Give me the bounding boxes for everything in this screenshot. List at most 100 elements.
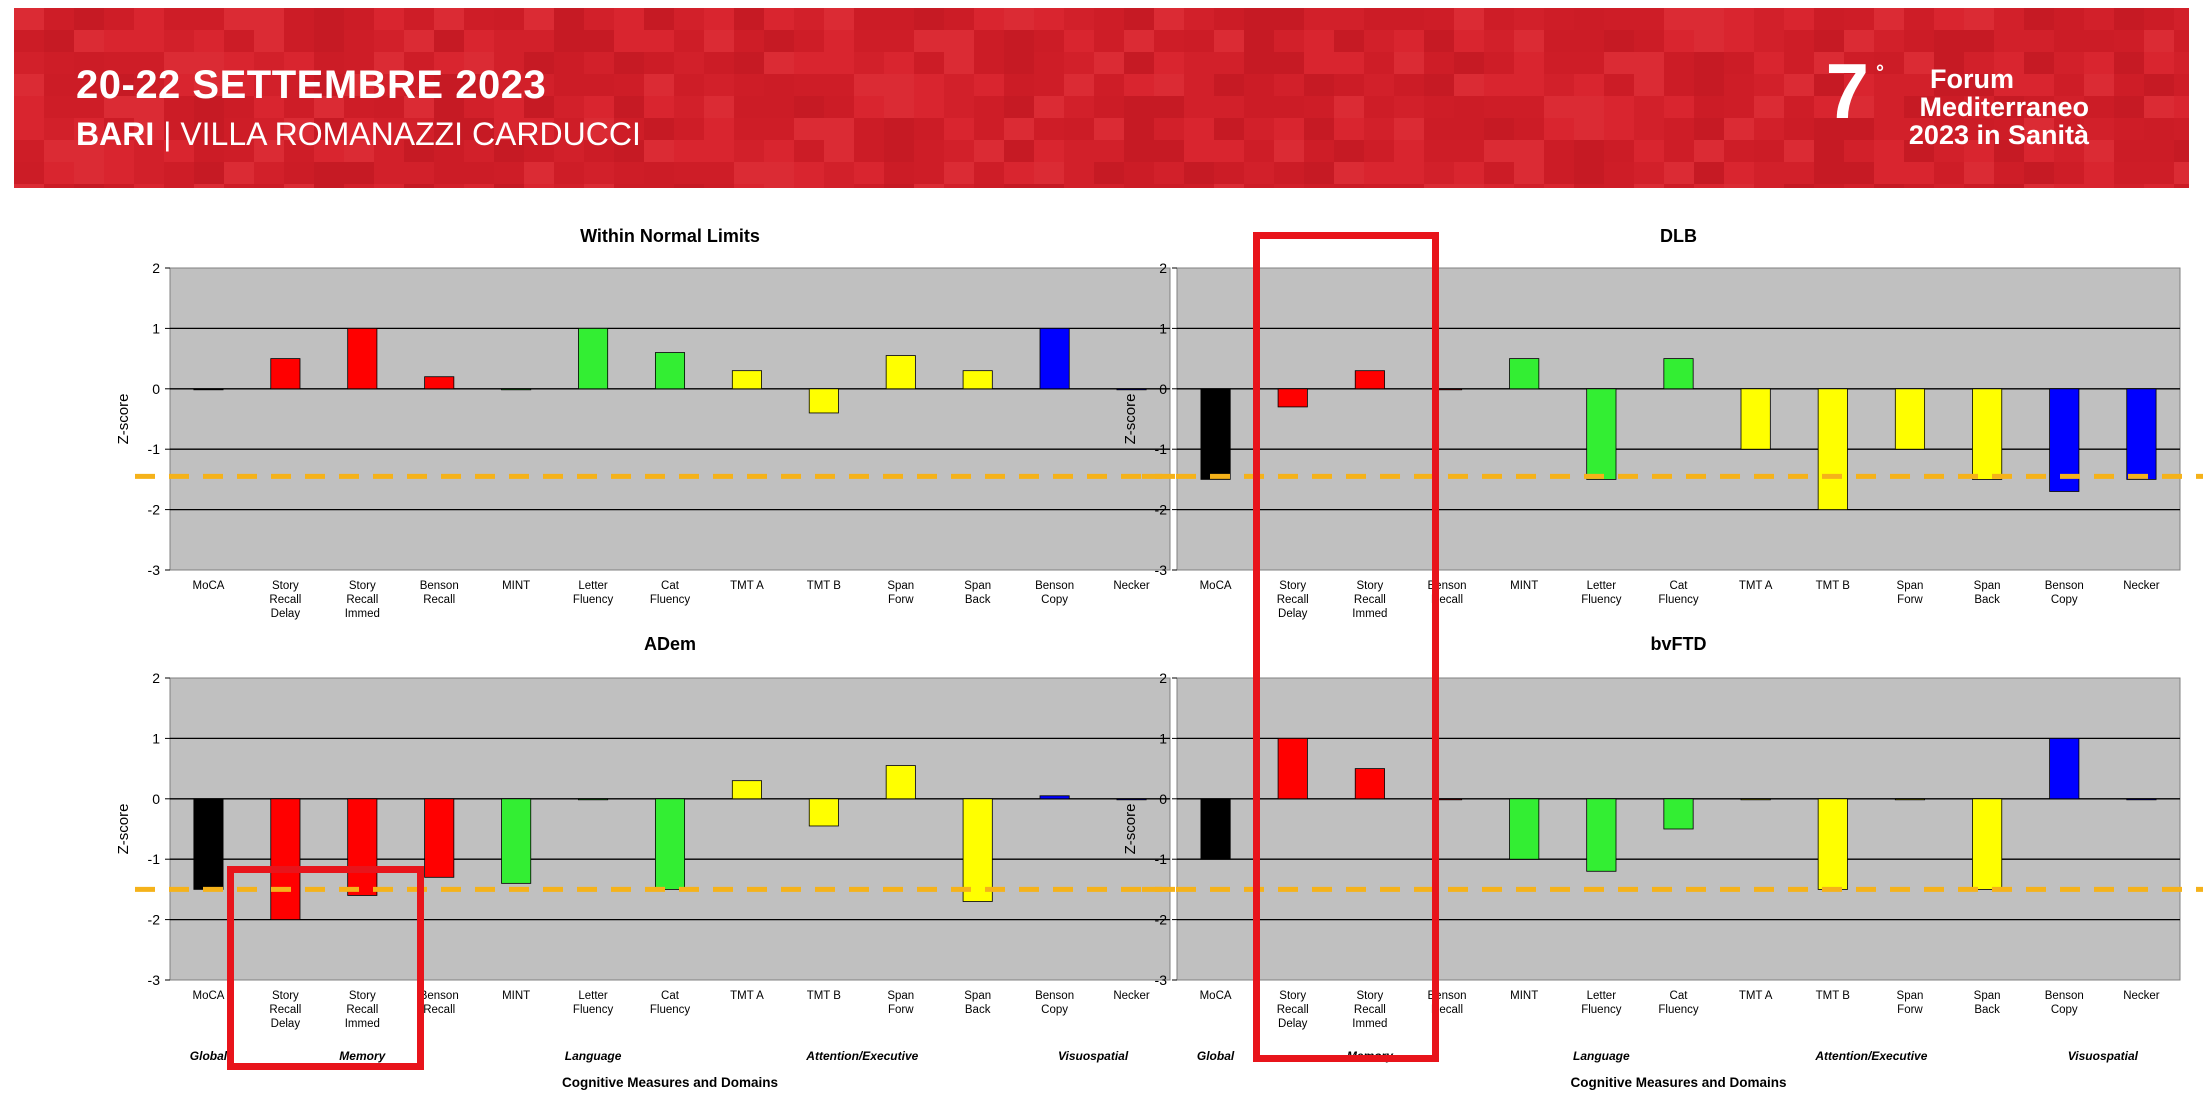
banner-tile	[404, 52, 434, 74]
banner-tile	[734, 96, 764, 118]
y-tick-label: -3	[148, 562, 161, 578]
banner-tile	[554, 8, 584, 30]
banner-tile	[2144, 184, 2174, 188]
banner-tile	[1454, 30, 1484, 52]
banner-tile	[194, 8, 224, 30]
banner-tile	[1004, 140, 1034, 162]
banner-tile	[314, 8, 344, 30]
x-tick-label: Necker	[1113, 990, 1150, 1002]
banner-tile	[674, 118, 704, 140]
banner-tile	[1454, 140, 1484, 162]
banner-tile	[614, 140, 644, 162]
banner-tile	[584, 140, 614, 162]
banner-tile	[2024, 8, 2054, 30]
y-tick-label: 2	[1159, 670, 1167, 686]
banner-tile	[1064, 118, 1094, 140]
banner-tile	[2084, 162, 2114, 184]
banner-tile	[1574, 140, 1604, 162]
banner-tile	[734, 162, 764, 184]
banner-tile	[134, 52, 164, 74]
banner-tile	[164, 118, 194, 140]
x-tick-label: Benson Copy	[2045, 580, 2084, 606]
domain-label: Language	[1573, 1049, 1630, 1063]
banner-tile	[1364, 8, 1394, 30]
banner-tile	[284, 96, 314, 118]
bar	[731, 370, 762, 390]
x-tick-label: TMT A	[730, 580, 764, 592]
banner-tile	[1214, 140, 1244, 162]
x-tick-label: Span Forw	[887, 580, 914, 606]
banner-tile	[2054, 96, 2084, 118]
banner-tile	[1124, 184, 1154, 188]
banner-tile	[1694, 52, 1724, 74]
banner-tile	[2144, 162, 2174, 184]
banner-tile	[2054, 162, 2084, 184]
banner-tile	[134, 140, 164, 162]
banner-tile	[1934, 118, 1964, 140]
banner-tile	[1784, 140, 1814, 162]
banner-tile	[1154, 74, 1184, 96]
banner-tile	[1694, 96, 1724, 118]
banner-tile	[194, 30, 224, 52]
banner-tile	[974, 118, 1004, 140]
banner-tile	[974, 30, 1004, 52]
x-tick-label: MoCA	[192, 990, 224, 1002]
x-tick-label: Story Recall Immed	[345, 580, 380, 620]
banner-tile	[734, 8, 764, 30]
banner-tile	[1064, 140, 1094, 162]
x-tick-label: Benson Copy	[1035, 580, 1074, 606]
banner-tile	[1844, 118, 1874, 140]
banner-tile	[1994, 74, 2024, 96]
banner-tile	[854, 118, 884, 140]
banner-tile	[1784, 118, 1814, 140]
banner-tile	[704, 162, 734, 184]
y-tick-label: -1	[148, 851, 161, 867]
banner-tile	[914, 8, 944, 30]
banner-tile	[1424, 118, 1454, 140]
banner-tile	[344, 184, 374, 188]
memory-highlight-box-left	[227, 866, 424, 1070]
bar	[731, 780, 762, 800]
forum-logo-line2: Mediterraneo	[1919, 92, 2089, 122]
bar	[1200, 798, 1231, 860]
banner-tile	[1304, 30, 1334, 52]
banner-tile	[1274, 118, 1304, 140]
banner-tile	[1394, 74, 1424, 96]
x-tick-label: Span Back	[964, 990, 991, 1016]
banner-tile	[14, 52, 44, 74]
banner-tile	[1484, 140, 1514, 162]
banner-tile	[1634, 140, 1664, 162]
banner-tile	[2174, 74, 2189, 96]
banner-tile	[1784, 74, 1814, 96]
banner-tile	[1514, 96, 1544, 118]
x-tick-label: Cat Fluency	[1658, 990, 1699, 1016]
banner-tile	[1934, 140, 1964, 162]
banner-tile	[524, 96, 554, 118]
banner-tile	[644, 8, 674, 30]
x-tick-label: TMT A	[730, 990, 764, 1002]
x-tick-label: Span Back	[1974, 580, 2001, 606]
banner-tile	[644, 118, 674, 140]
banner-tile	[1064, 184, 1094, 188]
banner-tile	[1514, 118, 1544, 140]
x-tick-label: TMT B	[807, 580, 842, 592]
banner-tile	[374, 162, 404, 184]
banner-tile	[44, 162, 74, 184]
banner-tile	[644, 30, 674, 52]
banner-tile	[1994, 8, 2024, 30]
banner-tile	[1064, 74, 1094, 96]
banner-tile	[1784, 96, 1814, 118]
banner-tile	[2084, 8, 2114, 30]
y-tick-label: -1	[1155, 441, 1168, 457]
banner-tile	[1334, 96, 1364, 118]
x-tick-label: Story Recall Delay	[269, 580, 301, 620]
bar	[2126, 798, 2157, 801]
bar	[1116, 388, 1147, 391]
banner-tile	[614, 30, 644, 52]
banner-tile	[104, 74, 134, 96]
banner-tile	[464, 162, 494, 184]
banner-tile	[1064, 8, 1094, 30]
banner-tile	[974, 8, 1004, 30]
banner-tile	[1994, 96, 2024, 118]
banner-tile	[974, 96, 1004, 118]
